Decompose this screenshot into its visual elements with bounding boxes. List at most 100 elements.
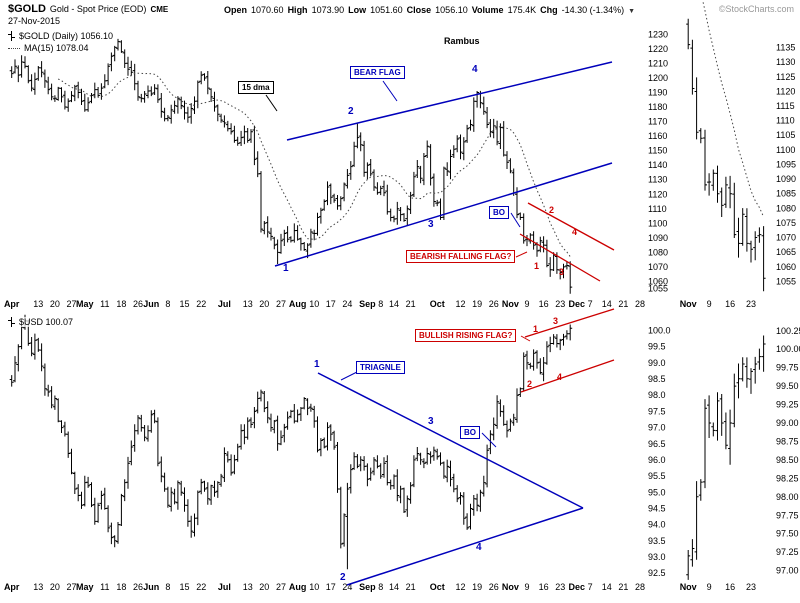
usd_main-ohlc-bars xyxy=(9,314,573,570)
svg-text:1135: 1135 xyxy=(776,43,795,53)
gold-channel-lower-line xyxy=(274,162,613,267)
svg-text:99.0: 99.0 xyxy=(648,358,666,368)
ticker-name: Gold - Spot Price (EOD) xyxy=(49,4,147,14)
gold-bo-callout-pointer xyxy=(510,212,521,228)
volume-value: 175.4K xyxy=(507,5,537,15)
svg-text:20: 20 xyxy=(50,299,60,309)
svg-text:26: 26 xyxy=(489,299,499,309)
svg-text:13: 13 xyxy=(243,582,253,592)
svg-text:27: 27 xyxy=(276,299,286,309)
gold_main-plot xyxy=(9,38,573,294)
svg-text:1125: 1125 xyxy=(776,72,795,82)
svg-text:1130: 1130 xyxy=(776,57,795,67)
svg-text:8: 8 xyxy=(165,582,170,592)
svg-text:96.5: 96.5 xyxy=(648,439,666,449)
svg-text:15: 15 xyxy=(179,582,189,592)
gold-flag-3-label: 3 xyxy=(559,267,565,277)
svg-text:1085: 1085 xyxy=(776,189,796,199)
svg-text:20: 20 xyxy=(259,582,269,592)
usd-legend: $USD 100.07 xyxy=(8,317,74,327)
usd-bo-callout-pointer xyxy=(481,432,497,448)
svg-text:1110: 1110 xyxy=(648,204,667,214)
svg-text:1060: 1060 xyxy=(776,262,796,272)
usd-point-4-label: 4 xyxy=(476,542,482,553)
svg-text:16: 16 xyxy=(725,299,735,309)
chg-label: Chg xyxy=(540,5,558,15)
svg-text:27: 27 xyxy=(66,582,76,592)
svg-text:97.00: 97.00 xyxy=(776,566,799,576)
svg-text:Jul: Jul xyxy=(218,582,231,592)
svg-text:1070: 1070 xyxy=(648,262,668,272)
svg-text:98.5: 98.5 xyxy=(648,374,666,384)
svg-text:97.25: 97.25 xyxy=(776,547,799,557)
svg-text:Dec: Dec xyxy=(569,299,586,309)
svg-text:18: 18 xyxy=(116,582,126,592)
usd_mini-ohlc-bars xyxy=(686,335,766,580)
gold-channel-upper-line xyxy=(286,61,613,141)
svg-text:1110: 1110 xyxy=(776,116,795,126)
svg-text:1130: 1130 xyxy=(648,175,667,185)
gold_main-xaxis: Apr 13 20 27 May 11 18 26 Jun 8 15 22 Jul 13 20 27 Aug 10… xyxy=(4,299,645,309)
svg-text:94.5: 94.5 xyxy=(648,504,666,514)
usd-legend-label: $USD 100.07 xyxy=(19,317,74,327)
svg-text:23: 23 xyxy=(746,299,756,309)
svg-text:19: 19 xyxy=(472,299,482,309)
chg-down-icon: ▼ xyxy=(628,8,636,15)
svg-text:May: May xyxy=(76,299,94,309)
usd_mini-plot xyxy=(686,335,766,580)
svg-text:11: 11 xyxy=(100,582,109,592)
svg-text:98.00: 98.00 xyxy=(776,492,799,502)
svg-text:16: 16 xyxy=(725,582,735,592)
svg-text:13: 13 xyxy=(33,582,43,592)
svg-text:9: 9 xyxy=(707,582,712,592)
gold-point-2-label: 2 xyxy=(348,106,354,117)
svg-text:1090: 1090 xyxy=(776,174,796,184)
svg-text:95.0: 95.0 xyxy=(648,487,666,497)
falling-flag-callout-pointer xyxy=(515,251,528,258)
svg-text:14: 14 xyxy=(602,582,612,592)
svg-text:1140: 1140 xyxy=(648,160,667,170)
svg-text:93.5: 93.5 xyxy=(648,536,666,546)
triangle-callout: TRIAGNLE xyxy=(356,361,405,375)
gold-point-3-label: 3 xyxy=(428,219,434,230)
svg-text:1230: 1230 xyxy=(648,29,668,39)
gold-point-1-label: 1 xyxy=(283,263,289,274)
svg-text:21: 21 xyxy=(618,299,628,309)
svg-text:1105: 1105 xyxy=(776,130,795,140)
svg-text:Jun: Jun xyxy=(143,582,159,592)
svg-text:10: 10 xyxy=(309,299,319,309)
gold-flag-1-label: 1 xyxy=(534,261,540,271)
svg-text:Nov: Nov xyxy=(502,582,519,592)
svg-text:Oct: Oct xyxy=(430,299,445,309)
falling-flag-callout: BEARISH FALLING FLAG? xyxy=(406,250,516,264)
svg-text:1070: 1070 xyxy=(776,233,796,243)
chart-date: 27-Nov-2015 xyxy=(8,16,61,26)
svg-text:10: 10 xyxy=(309,582,319,592)
gold_main-ma-line xyxy=(57,72,571,257)
svg-text:98.75: 98.75 xyxy=(776,437,799,447)
svg-text:97.0: 97.0 xyxy=(648,423,666,433)
svg-text:Jun: Jun xyxy=(143,299,159,309)
svg-text:1055: 1055 xyxy=(776,276,796,286)
svg-text:20: 20 xyxy=(259,299,269,309)
svg-text:93.0: 93.0 xyxy=(648,552,666,562)
svg-text:98.50: 98.50 xyxy=(776,455,799,465)
ticker-symbol: $GOLD xyxy=(8,3,46,15)
svg-text:16: 16 xyxy=(539,299,549,309)
svg-text:1060: 1060 xyxy=(648,277,668,287)
svg-text:100.25: 100.25 xyxy=(776,326,800,336)
svg-text:8: 8 xyxy=(378,582,383,592)
svg-text:Sep: Sep xyxy=(359,582,376,592)
svg-text:95.5: 95.5 xyxy=(648,471,666,481)
svg-text:99.50: 99.50 xyxy=(776,381,799,391)
ma-line-icon xyxy=(8,47,20,50)
svg-text:99.25: 99.25 xyxy=(776,400,799,410)
gold-legend: $GOLD (Daily) 1056.10 xyxy=(8,31,114,41)
chg-value: -14.30 (-1.34%) xyxy=(561,5,625,15)
gold-point-4-label: 4 xyxy=(472,64,478,75)
gold-bo-callout: BO xyxy=(489,206,509,220)
dynamic-chart-layers: 1230122012101200119011801170116011501140… xyxy=(4,0,800,592)
svg-text:9: 9 xyxy=(524,582,529,592)
svg-text:14: 14 xyxy=(389,582,399,592)
svg-text:26: 26 xyxy=(489,582,499,592)
